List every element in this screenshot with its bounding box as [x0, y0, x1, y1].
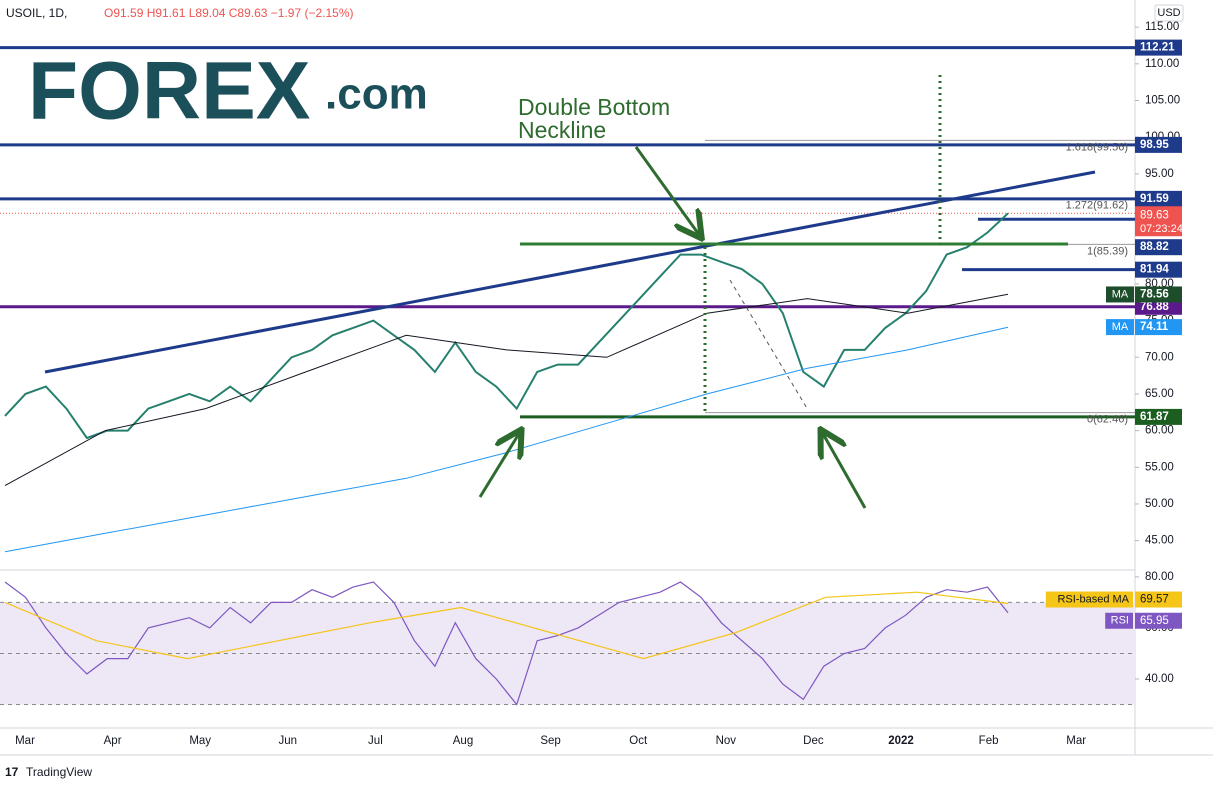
logo-suffix: .com	[325, 70, 428, 119]
fib-label: 1.272(91.62)	[1066, 200, 1128, 212]
rsi-name: RSI	[1111, 615, 1129, 627]
fib-label: 1(85.39)	[1087, 245, 1128, 257]
fib-diagonal	[729, 279, 809, 411]
rsi-value: 65.95	[1140, 615, 1169, 627]
level-label: 112.21	[1140, 42, 1175, 54]
level-label: 98.95	[1140, 139, 1169, 151]
ma-tag: MA	[1112, 321, 1129, 333]
x-tick-label: Jul	[368, 735, 383, 747]
tv-logo: 17	[5, 765, 19, 779]
ma-tag-bg	[1106, 319, 1134, 336]
ma-label: 78.56	[1140, 288, 1169, 300]
ma-label-bg	[1135, 286, 1182, 303]
last-label-bg	[1135, 206, 1182, 237]
fib-label: 1.618(99.56)	[1066, 141, 1128, 153]
arrow	[822, 432, 867, 509]
logo: FOREX	[28, 46, 310, 137]
trendline	[44, 170, 1096, 374]
x-tick-label: Dec	[803, 735, 824, 747]
ohlc: O91.59 H91.61 L89.04 C89.63 −1.97 (−2.15…	[104, 6, 354, 20]
level-label: 61.87	[1140, 411, 1169, 423]
y-tick-label: 115.00	[1145, 21, 1179, 33]
y-tick-label: 60.00	[1145, 425, 1174, 437]
currency-box[interactable]	[1154, 4, 1184, 22]
rsi-tick-label: 40.00	[1145, 673, 1174, 685]
level-label: 88.82	[1140, 241, 1169, 253]
moving-average	[4, 293, 1009, 487]
rsi-value-bg	[1135, 612, 1182, 629]
last-label: 89.63	[1140, 209, 1169, 221]
fib-label: 0(62.46)	[1087, 413, 1128, 425]
ma-label: 74.11	[1140, 321, 1169, 333]
level-label-bg	[1135, 239, 1182, 256]
annotation: Double Bottom	[518, 94, 670, 120]
rsi-name-bg	[1045, 591, 1133, 608]
level-label-bg	[1135, 261, 1182, 278]
footer: TradingView	[26, 765, 92, 779]
x-tick-label: Nov	[716, 735, 737, 747]
level-label-bg	[1135, 39, 1182, 56]
level-label: 76.88	[1140, 301, 1169, 313]
symbol: USOIL, 1D,	[6, 6, 67, 20]
rsi-value: 69.57	[1140, 594, 1169, 606]
ma-tag: MA	[1112, 288, 1129, 300]
y-tick-label: 105.00	[1145, 95, 1180, 107]
price-pane	[0, 46, 1135, 553]
x-tick-label: Feb	[979, 735, 999, 747]
price-line	[4, 212, 1009, 440]
y-tick-label: 45.00	[1145, 535, 1174, 547]
y-tick-label: 65.00	[1145, 388, 1174, 400]
ma-label-bg	[1135, 319, 1182, 336]
level-label-bg	[1135, 190, 1182, 207]
annotation: Neckline	[518, 117, 606, 143]
ma-tag-bg	[1106, 286, 1134, 303]
arrow	[634, 146, 700, 236]
x-tick-label: Apr	[104, 735, 122, 747]
level-label: 81.94	[1140, 264, 1169, 276]
y-tick-label: 110.00	[1145, 58, 1179, 70]
level-label: 91.59	[1140, 193, 1169, 205]
x-tick-label: Mar	[1066, 735, 1086, 747]
level-label-bg	[1135, 136, 1182, 153]
x-tick-label: Jun	[279, 735, 298, 747]
y-tick-label: 50.00	[1145, 498, 1174, 510]
currency[interactable]: USD	[1157, 7, 1180, 19]
rsi-value-bg	[1135, 591, 1182, 608]
x-tick-label: Aug	[453, 735, 473, 747]
x-tick-label: May	[189, 735, 211, 747]
rsi-name: RSI-based MA	[1057, 593, 1129, 605]
x-tick-label: Oct	[629, 735, 648, 747]
moving-average	[4, 326, 1009, 553]
countdown: 07:23:24	[1140, 223, 1183, 235]
rsi-line	[4, 591, 1009, 660]
y-tick-label: 55.00	[1145, 461, 1174, 473]
level-label-bg	[1135, 298, 1182, 315]
arrow	[478, 432, 520, 498]
rsi-line	[4, 581, 1009, 706]
x-tick-label: Mar	[15, 735, 35, 747]
rsi-name-bg	[1105, 612, 1133, 629]
x-tick-label: Sep	[540, 735, 560, 747]
x-tick-label: 2022	[888, 735, 914, 747]
y-tick-label: 70.00	[1145, 351, 1174, 363]
axis-bg	[1135, 0, 1213, 790]
rsi-tick-label: 80.00	[1145, 571, 1174, 583]
y-tick-label: 95.00	[1145, 168, 1174, 180]
level-label-bg	[1135, 408, 1182, 425]
